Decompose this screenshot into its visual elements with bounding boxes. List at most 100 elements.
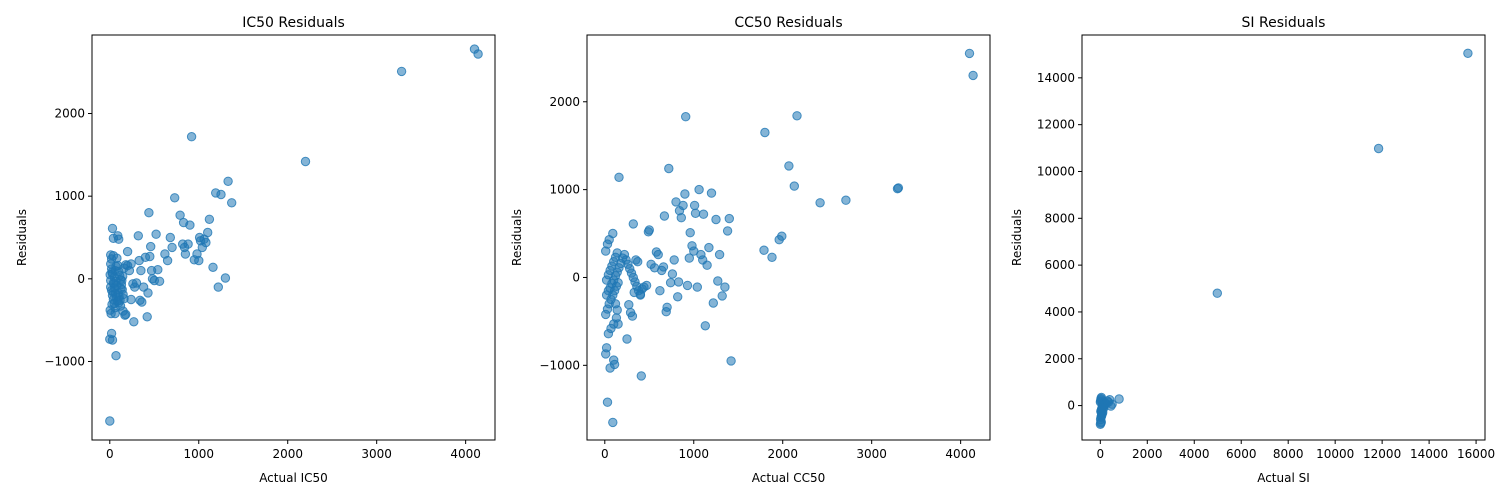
data-point: [636, 371, 646, 381]
data-point: [659, 211, 670, 221]
data-point: [702, 260, 712, 270]
data-point: [841, 195, 851, 205]
data-point: [180, 249, 191, 259]
data-point: [126, 259, 136, 269]
y-tick-label: 1000: [549, 183, 580, 197]
plot-frame: [91, 34, 496, 441]
data-point: [609, 359, 620, 370]
data-point: [624, 300, 634, 310]
data-point: [213, 282, 224, 292]
data-point: [613, 319, 623, 329]
data-point: [685, 228, 695, 238]
y-tick-label: 0: [572, 270, 580, 284]
data-point: [628, 219, 638, 229]
y-tick-label: 14000: [1037, 71, 1075, 85]
data-point: [129, 317, 139, 327]
data-point: [684, 253, 694, 263]
data-point: [662, 302, 672, 312]
y-tick-label: 6000: [1044, 258, 1075, 272]
data-point: [105, 416, 115, 426]
si-residuals-panel: SI Residuals 0 2000 4000 6000 8000 10000 12000…: [1010, 15, 1495, 485]
data-point: [673, 292, 683, 302]
y-tick-label: 1000: [54, 189, 85, 203]
data-point: [665, 278, 676, 288]
x-tick-label: 1000: [678, 447, 709, 461]
data-point: [165, 232, 176, 243]
data-point: [692, 282, 702, 292]
y-tick-label: 2000: [549, 95, 580, 109]
data-point: [700, 321, 710, 331]
data-point: [708, 298, 718, 308]
x-tick-label: 1000: [183, 447, 214, 461]
data-point: [682, 280, 693, 291]
data-point: [713, 276, 723, 286]
data-point: [1463, 48, 1473, 58]
data-point: [216, 189, 226, 200]
data-point: [706, 188, 717, 198]
data-point: [704, 242, 714, 253]
data-point: [116, 284, 126, 294]
data-point: [120, 310, 130, 320]
data-point: [694, 184, 704, 195]
data-point: [167, 242, 177, 253]
data-points: [1095, 48, 1473, 429]
data-point: [1212, 288, 1223, 298]
y-tick-label: 0: [1067, 399, 1075, 413]
data-point: [185, 220, 195, 230]
cc50-residuals-panel: CC50 Residuals 0 1000 2000 3000 4000 −1000 0 10…: [510, 15, 991, 485]
data-point: [142, 312, 152, 322]
data-point: [612, 305, 622, 315]
data-point: [473, 49, 483, 59]
x-tick-label: 16000: [1457, 447, 1495, 461]
data-point: [201, 237, 211, 248]
data-point: [767, 252, 777, 262]
data-point: [678, 200, 688, 211]
chart-title: SI Residuals: [1242, 15, 1326, 31]
x-tick-label: 14000: [1410, 447, 1448, 461]
data-point: [601, 343, 612, 353]
data-point: [126, 294, 136, 305]
data-point: [146, 241, 156, 252]
x-tick-label: 2000: [272, 447, 303, 461]
data-point: [653, 249, 663, 260]
data-point: [964, 48, 975, 59]
x-axis-label: Actual CC50: [752, 471, 825, 485]
y-tick-label: 10000: [1037, 164, 1075, 178]
data-point: [641, 280, 652, 291]
data-point: [151, 229, 161, 239]
data-point: [114, 234, 124, 244]
data-point: [144, 208, 154, 218]
data-point: [717, 291, 727, 301]
y-tick-label: 4000: [1044, 305, 1075, 319]
data-point: [759, 245, 769, 255]
data-point: [968, 70, 978, 81]
data-point: [815, 198, 825, 208]
data-point: [711, 214, 721, 225]
data-point: [111, 351, 121, 361]
y-tick-label: 2000: [1044, 352, 1075, 366]
data-point: [203, 227, 213, 238]
data-points: [601, 48, 978, 428]
x-tick-label: 3000: [361, 447, 392, 461]
data-point: [893, 183, 904, 193]
data-point: [122, 246, 133, 257]
data-point: [110, 308, 120, 319]
y-tick-label: 12000: [1037, 118, 1075, 132]
data-points: [105, 44, 483, 426]
data-point: [681, 112, 691, 122]
data-point: [667, 269, 678, 279]
data-point: [614, 172, 624, 183]
data-point: [784, 161, 794, 171]
data-point: [720, 282, 730, 292]
data-point: [689, 200, 700, 211]
data-point: [726, 356, 736, 366]
y-axis-label: Residuals: [1010, 209, 1024, 266]
x-tick-label: 6000: [1226, 447, 1257, 461]
data-point: [137, 297, 147, 307]
data-point: [655, 286, 665, 296]
axis-ticks: 0 2000 4000 6000 8000 10000 12000 14000 16000 0 20…: [1037, 71, 1495, 461]
data-point: [154, 276, 165, 286]
x-tick-label: 8000: [1273, 447, 1304, 461]
data-point: [223, 176, 233, 187]
x-tick-label: 3000: [856, 447, 887, 461]
